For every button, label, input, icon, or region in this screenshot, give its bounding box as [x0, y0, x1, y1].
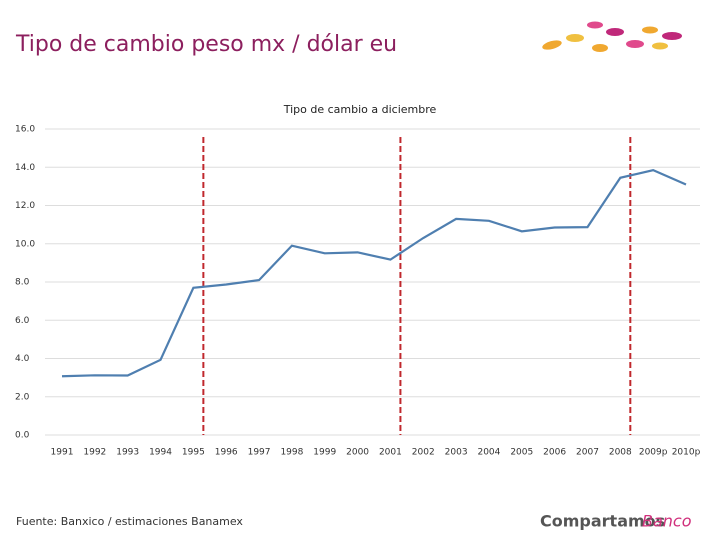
brand-name: Compartamos	[540, 512, 665, 531]
x-tick-label: 2004	[477, 448, 500, 458]
x-tick-label: 1992	[83, 448, 106, 458]
x-tick-label: 2005	[510, 448, 533, 458]
x-tick-label: 1991	[51, 448, 74, 458]
x-tick-label: 2009p	[639, 448, 668, 458]
x-tick-label: 1998	[280, 448, 303, 458]
series-line	[61, 168, 687, 378]
slide-title: Tipo de cambio peso mx / dólar eu	[15, 32, 397, 57]
x-tick-label: 1994	[149, 448, 172, 458]
x-tick-label: 2007	[576, 448, 599, 458]
y-tick-label: 8.0	[15, 278, 30, 288]
x-tick-label: 1997	[248, 448, 271, 458]
logo-fish	[542, 21, 682, 52]
source-note: Fuente: Banxico / estimaciones Banamex	[16, 515, 243, 528]
y-tick-label: 0.0	[15, 431, 30, 441]
x-tick-label: 2000	[346, 448, 369, 458]
y-tick-label: 16.0	[15, 125, 35, 135]
x-tick-label: 2001	[379, 448, 402, 458]
x-tick-label: 2002	[412, 448, 435, 458]
x-tick-label: 2003	[445, 448, 468, 458]
y-tick-label: 4.0	[15, 354, 30, 364]
plot: 0.0 2.0 4.0 6.0 8.0 10.0 12.0 14.0 16.0 1991 1992 1…	[15, 125, 701, 458]
y-tick-label: 10.0	[15, 239, 35, 249]
y-tick-label: 6.0	[15, 316, 30, 326]
x-tick-label: 1999	[313, 448, 336, 458]
x-tick-label: 1995	[182, 448, 205, 458]
x-tick-label: 2006	[543, 448, 566, 458]
y-tick-label: 14.0	[15, 163, 35, 173]
brand-suffix: Banco	[642, 512, 692, 531]
x-tick-label: 2010p	[672, 448, 701, 458]
y-tick-label: 12.0	[15, 201, 35, 211]
chart-title: Tipo de cambio a diciembre	[283, 103, 437, 116]
y-tick-label: 2.0	[15, 392, 30, 402]
x-tick-label: 1993	[116, 448, 139, 458]
x-tick-label: 1996	[215, 448, 238, 458]
x-tick-label: 2008	[609, 448, 632, 458]
